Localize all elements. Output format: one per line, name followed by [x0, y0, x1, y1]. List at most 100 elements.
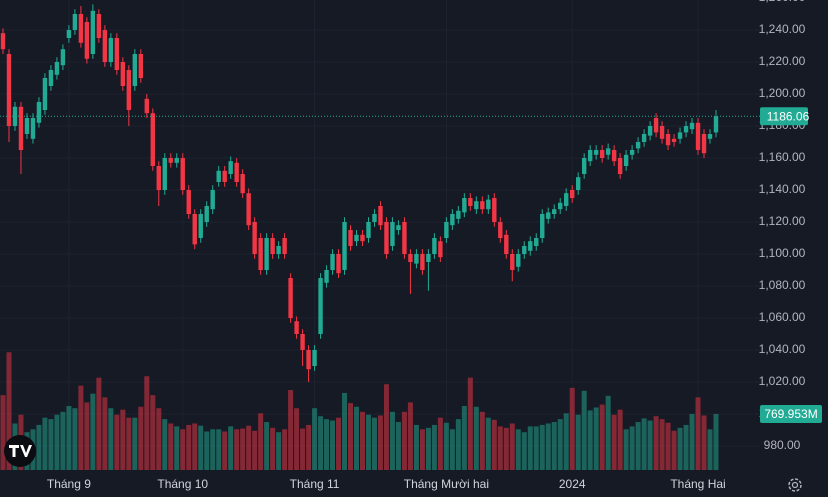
- volume-bar: [288, 390, 294, 470]
- candle-body: [132, 54, 138, 86]
- candle-body: [575, 177, 581, 190]
- candle-body: [558, 202, 563, 210]
- volume-bar: [641, 418, 647, 470]
- volume-bar: [54, 414, 60, 470]
- volume-bar: [395, 422, 401, 470]
- candle-body: [198, 214, 203, 238]
- candle-body: [647, 126, 653, 136]
- candle-body: [432, 238, 437, 254]
- time-axis: [0, 470, 828, 497]
- candle-body: [180, 158, 185, 190]
- volume-bar: [234, 429, 240, 470]
- candle-body: [96, 14, 102, 38]
- candle-body: [228, 161, 233, 174]
- x-tick-label: Tháng 10: [157, 477, 208, 491]
- volume-bar: [377, 415, 383, 470]
- volume-bar: [695, 397, 701, 470]
- candle-body: [288, 278, 293, 318]
- candle-body: [342, 222, 347, 270]
- candle-body: [174, 158, 179, 163]
- volume-bar: [593, 407, 599, 470]
- volume-bar: [515, 429, 521, 470]
- volume-bar: [312, 408, 318, 470]
- candle-body: [701, 134, 707, 154]
- volume-bar: [36, 424, 42, 470]
- y-tick-label: 1,040.00: [759, 342, 806, 356]
- volume-bar: [318, 416, 324, 470]
- volume-bar: [162, 419, 168, 470]
- volume-bar: [96, 377, 102, 470]
- volume-bar: [545, 423, 551, 470]
- candle-body: [48, 70, 54, 86]
- volume-bar: [443, 422, 449, 470]
- volume-bar: [587, 410, 593, 470]
- volume-bar: [120, 409, 126, 470]
- candle-body: [665, 134, 671, 146]
- settings-icon[interactable]: [788, 478, 802, 492]
- logo-circle[interactable]: [4, 435, 36, 467]
- volume-bar: [539, 424, 545, 470]
- candle-body: [0, 33, 6, 50]
- y-tick-label: 1,140.00: [759, 182, 806, 196]
- candle-body: [671, 138, 677, 142]
- volume-bar: [294, 408, 300, 470]
- volume-bar: [90, 393, 96, 470]
- candle-body: [126, 70, 132, 110]
- candle-body: [504, 234, 509, 254]
- volume-bar: [617, 409, 623, 470]
- candle-body: [468, 198, 473, 206]
- candle-body: [492, 198, 497, 222]
- candle-body: [300, 334, 305, 350]
- candle-body: [438, 241, 443, 258]
- y-tick-label: 1,220.00: [759, 54, 806, 68]
- candle-body: [534, 238, 539, 246]
- candle-body: [396, 225, 401, 230]
- volume-bar: [42, 417, 48, 470]
- candle-body: [72, 14, 78, 30]
- volume-bar: [623, 429, 629, 470]
- volume-bar: [282, 429, 288, 470]
- logo-mark[interactable]: [9, 445, 32, 457]
- x-tick-label: 2024: [559, 477, 586, 491]
- y-tick-label: 1,080.00: [759, 278, 806, 292]
- y-tick-label: 1,100.00: [759, 246, 806, 260]
- volume-bar: [503, 427, 509, 470]
- volume-bar: [473, 406, 479, 470]
- candle-body: [641, 134, 647, 142]
- volume-bar: [689, 414, 695, 470]
- candle-body: [234, 162, 239, 182]
- gear[interactable]: [788, 478, 802, 492]
- volume-bar: [216, 429, 222, 470]
- volume-bar: [168, 423, 174, 470]
- candle-body: [552, 209, 557, 214]
- volume-bar: [371, 417, 377, 470]
- x-tick-label: Tháng Hai: [670, 477, 725, 491]
- candle-body: [390, 222, 395, 246]
- volume-bar: [449, 429, 455, 470]
- volume-bar: [611, 414, 617, 470]
- volume-bar: [677, 427, 683, 470]
- candle-body: [587, 150, 593, 162]
- volume-label: 769.953M: [764, 407, 817, 421]
- candle-body: [246, 193, 251, 226]
- candle-body: [414, 254, 419, 264]
- tv-logo[interactable]: [4, 435, 36, 467]
- volume-bar: [533, 426, 539, 470]
- gear-hub[interactable]: [791, 481, 799, 489]
- volume-bar: [276, 432, 282, 470]
- volume-bar: [228, 426, 234, 470]
- candle-body: [360, 234, 365, 242]
- candle-body: [138, 54, 144, 78]
- candle-body: [456, 210, 461, 219]
- volume-bar: [635, 422, 641, 470]
- volume-bar: [204, 431, 210, 470]
- volume-bar: [383, 384, 389, 470]
- candle-body: [330, 254, 335, 270]
- volume-bar: [300, 428, 306, 470]
- volume-bar: [66, 406, 72, 470]
- volume-bar: [509, 423, 515, 470]
- volume-bar: [653, 416, 659, 470]
- y-tick-label: 1,020.00: [759, 374, 806, 388]
- candle-body: [707, 134, 713, 139]
- candle-body: [378, 206, 383, 226]
